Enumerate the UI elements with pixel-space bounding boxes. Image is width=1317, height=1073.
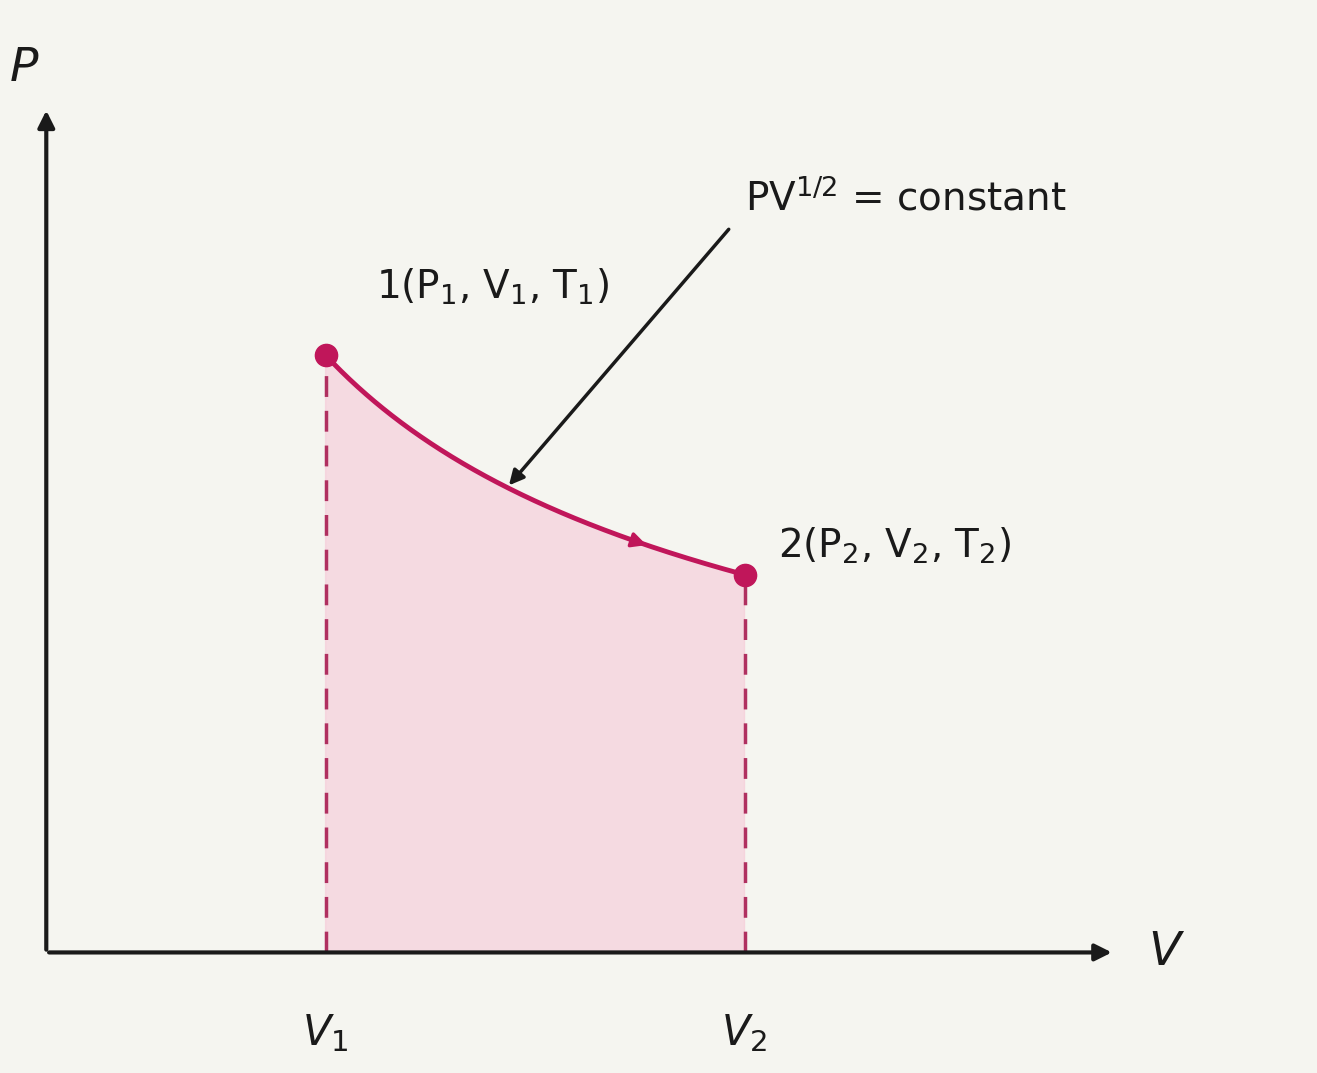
Text: V$_1$: V$_1$ (302, 1012, 349, 1054)
Text: 1(P$_1$, V$_1$, T$_1$): 1(P$_1$, V$_1$, T$_1$) (375, 267, 608, 307)
Text: PV$^{1/2}$ = constant: PV$^{1/2}$ = constant (744, 179, 1065, 219)
Text: P: P (9, 46, 38, 91)
Text: V$_2$: V$_2$ (722, 1012, 768, 1054)
Polygon shape (325, 355, 744, 953)
Text: V: V (1148, 930, 1180, 975)
Text: 2(P$_2$, V$_2$, T$_2$): 2(P$_2$, V$_2$, T$_2$) (778, 526, 1011, 567)
